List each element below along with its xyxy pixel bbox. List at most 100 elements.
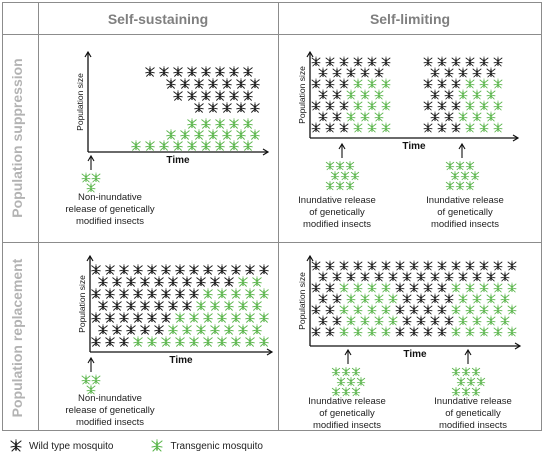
wild-mosquito-icon — [91, 336, 101, 347]
transgenic-mosquito-icon — [86, 182, 96, 193]
wild-mosquito-icon — [145, 66, 155, 77]
transgenic-mosquito-icon — [231, 312, 241, 323]
wild-mosquito-icon — [423, 282, 433, 293]
transgenic-mosquito-icon — [245, 288, 255, 299]
wild-mosquito-icon — [224, 276, 234, 287]
grid-divider-header — [2, 34, 542, 35]
transgenic-mosquito-icon — [458, 89, 468, 100]
transgenic-mosquito-icon — [456, 376, 466, 387]
wild-mosquito-icon — [10, 439, 22, 452]
transgenic-mosquito-icon — [229, 118, 239, 129]
wild-mosquito-icon — [140, 276, 150, 287]
transgenic-mosquito-icon — [351, 366, 361, 377]
transgenic-mosquito-icon — [203, 312, 213, 323]
wild-mosquito-icon — [423, 78, 433, 89]
transgenic-mosquito-icon — [259, 312, 269, 323]
transgenic-mosquito-icon — [325, 180, 335, 191]
transgenic-mosquito-icon — [238, 276, 248, 287]
wild-mosquito-icon — [112, 300, 122, 311]
wild-mosquito-icon — [229, 90, 239, 101]
wild-mosquito-icon — [430, 271, 440, 282]
wild-mosquito-icon — [161, 312, 171, 323]
transgenic-mosquito-icon — [493, 326, 503, 337]
legend-item-wild-type: Wild type mosquito — [8, 438, 113, 454]
wild-mosquito-icon — [402, 293, 412, 304]
wild-mosquito-icon — [154, 300, 164, 311]
br-swarm-mosquito-swarm — [311, 260, 517, 337]
wild-mosquito-icon — [325, 260, 335, 271]
wild-mosquito-icon — [98, 300, 108, 311]
wild-mosquito-icon — [119, 288, 129, 299]
wild-mosquito-icon — [243, 66, 253, 77]
wild-mosquito-icon — [126, 276, 136, 287]
wild-mosquito-icon — [339, 260, 349, 271]
wild-mosquito-icon — [105, 288, 115, 299]
wild-mosquito-icon — [154, 276, 164, 287]
transgenic-mosquito-icon — [367, 122, 377, 133]
transgenic-mosquito-icon — [189, 312, 199, 323]
transgenic-mosquito-icon — [86, 384, 96, 395]
wild-mosquito-icon — [423, 260, 433, 271]
wild-mosquito-icon — [332, 89, 342, 100]
transgenic-mosquito-icon — [479, 122, 489, 133]
wild-mosquito-icon — [409, 260, 419, 271]
wild-mosquito-icon — [430, 89, 440, 100]
wild-mosquito-icon — [112, 324, 122, 335]
wild-mosquito-icon — [231, 264, 241, 275]
transgenic-mosquito-icon — [500, 293, 510, 304]
wild-mosquito-icon — [332, 293, 342, 304]
transgenic-mosquito-icon — [451, 304, 461, 315]
transgenic-mosquito-icon — [339, 304, 349, 315]
wild-mosquito-icon — [217, 264, 227, 275]
wild-mosquito-icon — [374, 67, 384, 78]
wild-mosquito-icon — [126, 300, 136, 311]
wild-mosquito-icon — [140, 300, 150, 311]
wild-mosquito-icon — [311, 282, 321, 293]
wild-mosquito-icon — [423, 326, 433, 337]
transgenic-mosquito-icon — [182, 324, 192, 335]
wild-mosquito-icon — [189, 288, 199, 299]
transgenic-mosquito-icon — [507, 282, 517, 293]
transgenic-mosquito-icon — [466, 376, 476, 387]
wild-mosquito-icon — [437, 282, 447, 293]
transgenic-mosquito-icon — [460, 170, 470, 181]
transgenic-mosquito-icon — [259, 336, 269, 347]
bl-swarm-mosquito-swarm — [91, 264, 269, 347]
axis-arrow-icon — [514, 342, 522, 350]
transgenic-mosquito-icon — [445, 160, 455, 171]
wild-mosquito-icon — [140, 324, 150, 335]
wild-mosquito-icon — [444, 271, 454, 282]
transgenic-mosquito-icon — [238, 324, 248, 335]
wild-mosquito-icon — [105, 312, 115, 323]
transgenic-mosquito-icon — [367, 304, 377, 315]
wild-mosquito-icon — [465, 56, 475, 67]
up-arrow-icon — [338, 142, 346, 150]
wild-mosquito-icon — [245, 264, 255, 275]
wild-mosquito-icon — [486, 67, 496, 78]
wild-mosquito-icon — [458, 271, 468, 282]
tr-release-group-1 — [325, 160, 360, 191]
wild-mosquito-icon — [311, 260, 321, 271]
transgenic-mosquito-icon — [360, 293, 370, 304]
legend-item-transgenic: Transgenic mosquito — [149, 438, 263, 454]
transgenic-mosquito-icon — [245, 336, 255, 347]
wild-mosquito-icon — [339, 100, 349, 111]
wild-mosquito-icon — [325, 282, 335, 293]
wild-mosquito-icon — [318, 111, 328, 122]
wild-mosquito-icon — [332, 315, 342, 326]
transgenic-mosquito-icon — [493, 78, 503, 89]
transgenic-mosquito-icon — [472, 315, 482, 326]
wild-mosquito-icon — [133, 264, 143, 275]
wild-mosquito-icon — [311, 100, 321, 111]
wild-mosquito-icon — [353, 260, 363, 271]
wild-mosquito-icon — [236, 102, 246, 113]
transgenic-mosquito-icon — [341, 366, 351, 377]
transgenic-mosquito-icon — [346, 293, 356, 304]
wild-mosquito-icon — [395, 282, 405, 293]
bl-x-axis-label: Time — [169, 355, 193, 366]
wild-mosquito-icon — [430, 293, 440, 304]
transgenic-mosquito-icon — [461, 366, 471, 377]
wild-mosquito-icon — [395, 326, 405, 337]
tr-x-axis-label: Time — [402, 141, 426, 152]
panel-tr-drawing: Population size Time — [297, 50, 520, 191]
